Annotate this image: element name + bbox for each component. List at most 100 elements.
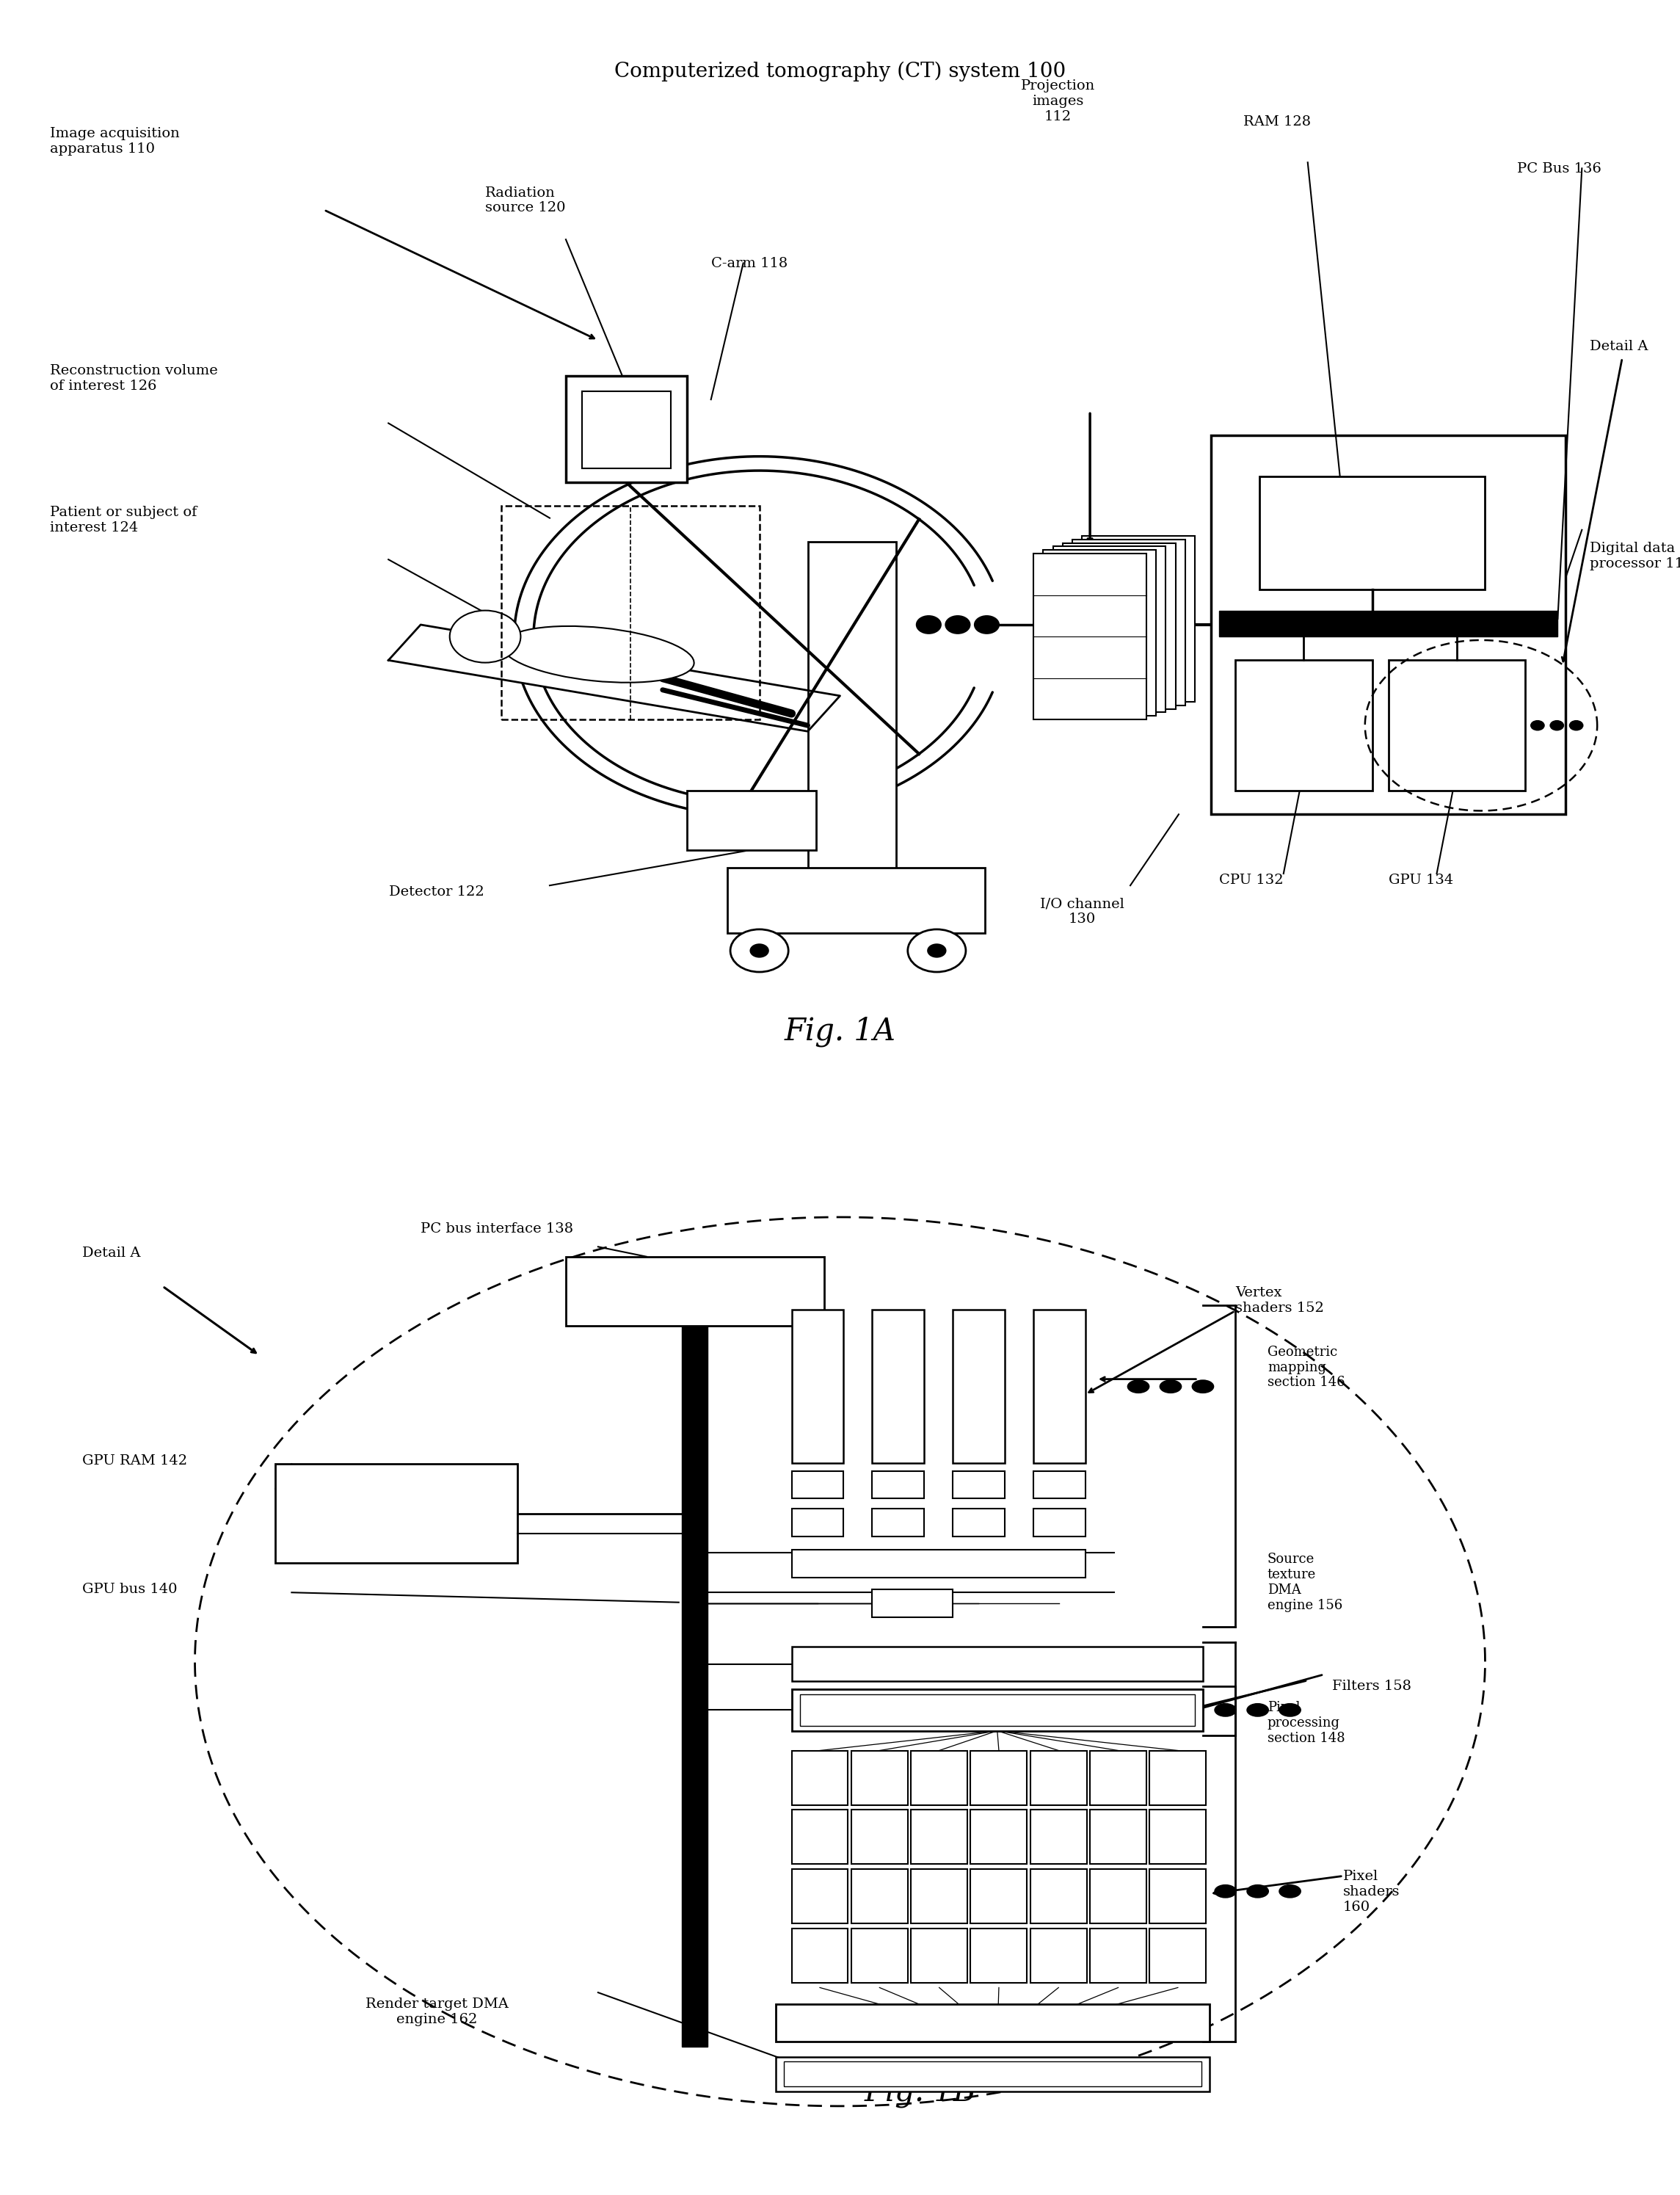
Bar <box>852 1752 907 1804</box>
Text: Pixel
processing
section 148: Pixel processing section 148 <box>1267 1701 1346 1745</box>
Bar <box>872 1508 924 1536</box>
Text: Projection
images
112: Projection images 112 <box>1020 79 1095 123</box>
Bar <box>872 1310 924 1464</box>
Bar <box>566 375 687 483</box>
Bar <box>783 2061 1201 2085</box>
Bar <box>1033 553 1146 720</box>
Circle shape <box>974 615 1000 634</box>
Bar <box>911 1752 968 1804</box>
Bar <box>953 1310 1005 1464</box>
Bar <box>1260 476 1485 588</box>
Bar <box>1220 610 1557 637</box>
Bar <box>1090 1752 1146 1804</box>
Polygon shape <box>388 626 840 731</box>
Bar <box>852 1809 907 1864</box>
Bar <box>1033 1508 1085 1536</box>
Bar <box>776 2004 1210 2041</box>
Circle shape <box>927 944 946 957</box>
Bar <box>911 1929 968 1982</box>
Text: C-arm 118: C-arm 118 <box>711 257 788 270</box>
Text: GPU 134: GPU 134 <box>1388 874 1453 887</box>
Bar <box>791 1550 1085 1578</box>
Circle shape <box>1569 720 1584 731</box>
Bar <box>1149 1752 1206 1804</box>
Circle shape <box>1215 1703 1236 1716</box>
Circle shape <box>1549 720 1564 731</box>
Circle shape <box>1215 1883 1236 1899</box>
Bar <box>501 507 759 720</box>
Bar <box>791 1646 1203 1681</box>
Bar <box>791 1929 848 1982</box>
Text: Filters 158: Filters 158 <box>1332 1679 1411 1692</box>
Bar <box>852 1929 907 1982</box>
Circle shape <box>1278 1703 1302 1716</box>
Circle shape <box>450 610 521 663</box>
Bar <box>1082 536 1194 702</box>
Circle shape <box>1278 1883 1302 1899</box>
Bar <box>971 1870 1026 1923</box>
Text: GPU RAM 142: GPU RAM 142 <box>82 1453 186 1468</box>
Bar <box>1149 1929 1206 1982</box>
Text: Digital data
processor 116: Digital data processor 116 <box>1589 542 1680 571</box>
Bar <box>800 1695 1194 1725</box>
Text: RAM 128: RAM 128 <box>1243 114 1310 127</box>
Bar <box>872 1589 953 1618</box>
Bar <box>727 867 984 933</box>
Bar <box>791 1752 848 1804</box>
Circle shape <box>1159 1381 1183 1394</box>
Bar <box>791 1508 843 1536</box>
Bar <box>1030 1752 1087 1804</box>
Bar <box>791 1809 848 1864</box>
Bar <box>276 1464 517 1563</box>
Circle shape <box>916 615 941 634</box>
Text: Vertex
shaders 152: Vertex shaders 152 <box>1235 1286 1324 1315</box>
Circle shape <box>731 928 788 972</box>
Bar <box>1090 1929 1146 1982</box>
Bar <box>791 1690 1203 1730</box>
Text: Detail A: Detail A <box>82 1247 141 1260</box>
Circle shape <box>1247 1703 1268 1716</box>
Bar <box>1090 1870 1146 1923</box>
Text: Radiation
source 120: Radiation source 120 <box>486 187 566 215</box>
Bar <box>687 790 816 849</box>
Bar <box>791 1870 848 1923</box>
Text: Image acquisition
apparatus 110: Image acquisition apparatus 110 <box>50 127 180 156</box>
Ellipse shape <box>502 626 694 683</box>
Bar <box>682 1275 707 2046</box>
Bar <box>791 1310 843 1464</box>
Text: I/O channel
130: I/O channel 130 <box>1040 898 1124 926</box>
Text: Detector 122: Detector 122 <box>390 885 484 898</box>
Bar <box>1090 1809 1146 1864</box>
Bar <box>1030 1809 1087 1864</box>
Circle shape <box>907 928 966 972</box>
Circle shape <box>749 944 769 957</box>
Bar <box>1030 1870 1087 1923</box>
Text: Geometric
mapping
section 146: Geometric mapping section 146 <box>1267 1346 1346 1389</box>
Circle shape <box>1247 1883 1268 1899</box>
Text: PC bus interface 138: PC bus interface 138 <box>420 1223 573 1236</box>
Bar <box>971 1929 1026 1982</box>
Bar <box>971 1809 1026 1864</box>
Text: Pixel
shaders
160: Pixel shaders 160 <box>1344 1870 1399 1914</box>
Bar <box>1033 1471 1085 1499</box>
Bar <box>911 1870 968 1923</box>
Bar <box>953 1508 1005 1536</box>
Bar <box>808 542 897 874</box>
Bar <box>1030 1929 1087 1982</box>
Bar <box>776 2057 1210 2092</box>
Text: PC Bus 136: PC Bus 136 <box>1517 162 1601 176</box>
Bar <box>1043 551 1156 716</box>
Circle shape <box>944 615 971 634</box>
Text: CPU 132: CPU 132 <box>1220 874 1284 887</box>
Bar <box>1388 661 1525 790</box>
Bar <box>791 1471 843 1499</box>
Bar <box>581 391 670 468</box>
Bar <box>1033 1310 1085 1464</box>
Bar <box>1211 435 1566 814</box>
Text: GPU bus 140: GPU bus 140 <box>82 1583 176 1596</box>
Text: Patient or subject of
interest 124: Patient or subject of interest 124 <box>50 507 197 536</box>
Bar <box>1149 1809 1206 1864</box>
Circle shape <box>1127 1381 1149 1394</box>
Bar <box>911 1809 968 1864</box>
Text: Reconstruction volume
of interest 126: Reconstruction volume of interest 126 <box>50 364 218 393</box>
